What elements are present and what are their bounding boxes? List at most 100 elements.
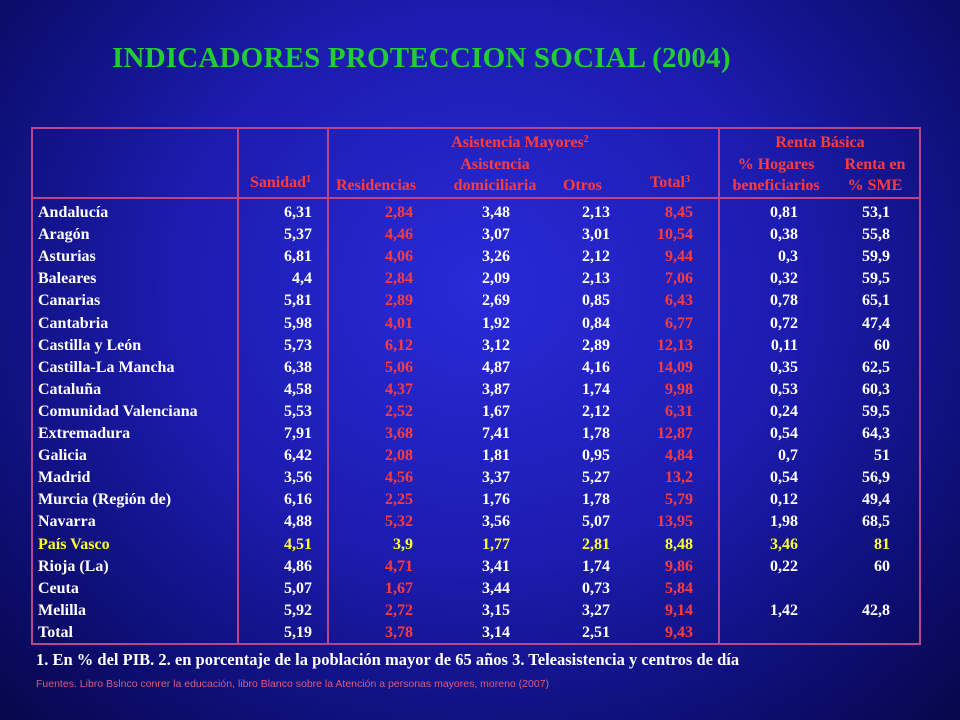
row-region: Cantabria (38, 314, 109, 332)
cell-hogares: 0,35 (770, 358, 798, 376)
cell-sanidad: 5,37 (284, 226, 312, 244)
cell-domiciliaria: 3,48 (482, 204, 510, 221)
cell-sanidad: 5,73 (284, 336, 312, 354)
cell-otros: 3,01 (582, 226, 610, 244)
cell-domiciliaria: 1,81 (482, 447, 510, 465)
cell-domiciliaria: 3,56 (482, 513, 510, 531)
cell-renta: 56,9 (862, 469, 890, 487)
cell-residencias: 4,56 (385, 469, 413, 487)
cell-domiciliaria: 1,77 (482, 535, 510, 553)
source-note: Fuentes. Libro Bslnco conrer la educació… (36, 678, 550, 690)
cell-hogares: 3,46 (770, 535, 798, 553)
cell-otros: 1,74 (582, 557, 610, 575)
cell-total: 14,09 (657, 358, 693, 376)
cell-total: 9,14 (665, 601, 693, 619)
row-region: Castilla-La Mancha (38, 358, 175, 376)
header-hogares: % Hogares (737, 156, 815, 173)
cell-sanidad: 4,58 (284, 380, 312, 398)
cell-residencias: 2,72 (385, 601, 413, 619)
cell-domiciliaria: 2,09 (482, 270, 510, 288)
row-region: Andalucía (38, 204, 109, 221)
cell-otros: 1,78 (582, 425, 610, 442)
cell-residencias: 5,32 (385, 513, 413, 531)
header-total: Total3 (650, 174, 690, 191)
cell-renta: 59,5 (862, 270, 890, 288)
cell-total: 12,13 (657, 336, 693, 354)
cell-otros: 0,95 (582, 447, 610, 465)
row-region: Total (38, 623, 73, 641)
cell-otros: 0,73 (582, 579, 610, 597)
cell-hogares: 0,11 (770, 336, 798, 354)
cell-residencias: 4,01 (385, 314, 413, 332)
table-divider (327, 127, 329, 645)
cell-sanidad: 5,53 (284, 402, 312, 420)
cell-hogares: 0,3 (778, 248, 798, 266)
row-region: Madrid (38, 469, 91, 487)
row-region: Murcia (Región de) (38, 491, 172, 509)
cell-total: 9,98 (665, 380, 693, 398)
cell-renta: 60 (874, 336, 890, 354)
cell-total: 9,44 (665, 248, 693, 266)
cell-total: 13,2 (665, 469, 693, 487)
cell-sanidad: 4,51 (284, 535, 312, 553)
cell-sanidad: 5,07 (284, 579, 312, 597)
cell-residencias: 1,67 (385, 579, 413, 597)
cell-hogares: 0,54 (770, 469, 798, 487)
cell-otros: 2,12 (582, 402, 610, 420)
cell-sanidad: 3,56 (284, 469, 312, 487)
cell-hogares: 0,72 (770, 314, 798, 332)
row-region: Galicia (38, 447, 87, 465)
cell-residencias: 3,9 (393, 535, 413, 553)
cell-residencias: 4,71 (385, 557, 413, 575)
cell-renta: 42,8 (862, 601, 890, 619)
row-region: País Vasco (38, 535, 110, 553)
cell-residencias: 2,08 (385, 447, 413, 465)
cell-renta: 65,1 (862, 292, 890, 310)
row-region: Baleares (38, 270, 97, 288)
cell-total: 5,79 (665, 491, 693, 509)
cell-hogares: 0,7 (778, 447, 798, 465)
footnote: 1. En % del PIB. 2. en porcentaje de la … (36, 650, 740, 669)
cell-hogares: 0,78 (770, 292, 798, 310)
cell-hogares: 0,12 (770, 491, 798, 509)
cell-otros: 2,81 (582, 535, 610, 553)
cell-otros: 2,13 (582, 270, 610, 288)
cell-total: 9,43 (665, 623, 693, 641)
cell-total: 10,54 (657, 226, 693, 244)
cell-sanidad: 5,98 (284, 314, 312, 332)
cell-domiciliaria: 3,12 (482, 336, 510, 354)
cell-renta: 59,9 (862, 248, 890, 266)
cell-domiciliaria: 1,92 (482, 314, 510, 332)
cell-sanidad: 5,19 (284, 623, 312, 641)
row-region: Asturias (38, 248, 96, 266)
cell-total: 8,48 (665, 535, 693, 553)
header-beneficiarios: beneficiarios (732, 177, 820, 194)
cell-otros: 2,51 (582, 623, 610, 641)
row-region: Navarra (38, 513, 96, 531)
cell-total: 8,45 (665, 204, 693, 221)
header-renta-basica: Renta Básica (775, 134, 865, 151)
cell-otros: 3,27 (582, 601, 610, 619)
cell-domiciliaria: 3,15 (482, 601, 510, 619)
cell-otros: 1,78 (582, 491, 610, 509)
cell-domiciliaria: 3,37 (482, 469, 510, 487)
row-region: Aragón (38, 226, 90, 244)
cell-otros: 5,07 (582, 513, 610, 531)
cell-sanidad: 6,42 (284, 447, 312, 465)
cell-domiciliaria: 1,76 (482, 491, 510, 509)
cell-renta: 62,5 (862, 358, 890, 376)
cell-domiciliaria: 3,26 (482, 248, 510, 266)
cell-hogares: 1,98 (770, 513, 798, 531)
cell-total: 6,31 (665, 402, 693, 420)
cell-domiciliaria: 3,87 (482, 380, 510, 398)
header-sme: % SME (847, 177, 903, 194)
page-title: INDICADORES PROTECCION SOCIAL (2004) (112, 42, 731, 74)
cell-residencias: 2,84 (385, 204, 413, 221)
cell-hogares: 0,22 (770, 557, 798, 575)
cell-total: 6,43 (665, 292, 693, 310)
cell-renta: 60 (874, 557, 890, 575)
cell-residencias: 4,37 (385, 380, 413, 398)
cell-sanidad: 6,81 (284, 248, 312, 266)
cell-residencias: 4,06 (385, 248, 413, 266)
cell-renta: 49,4 (862, 491, 890, 509)
